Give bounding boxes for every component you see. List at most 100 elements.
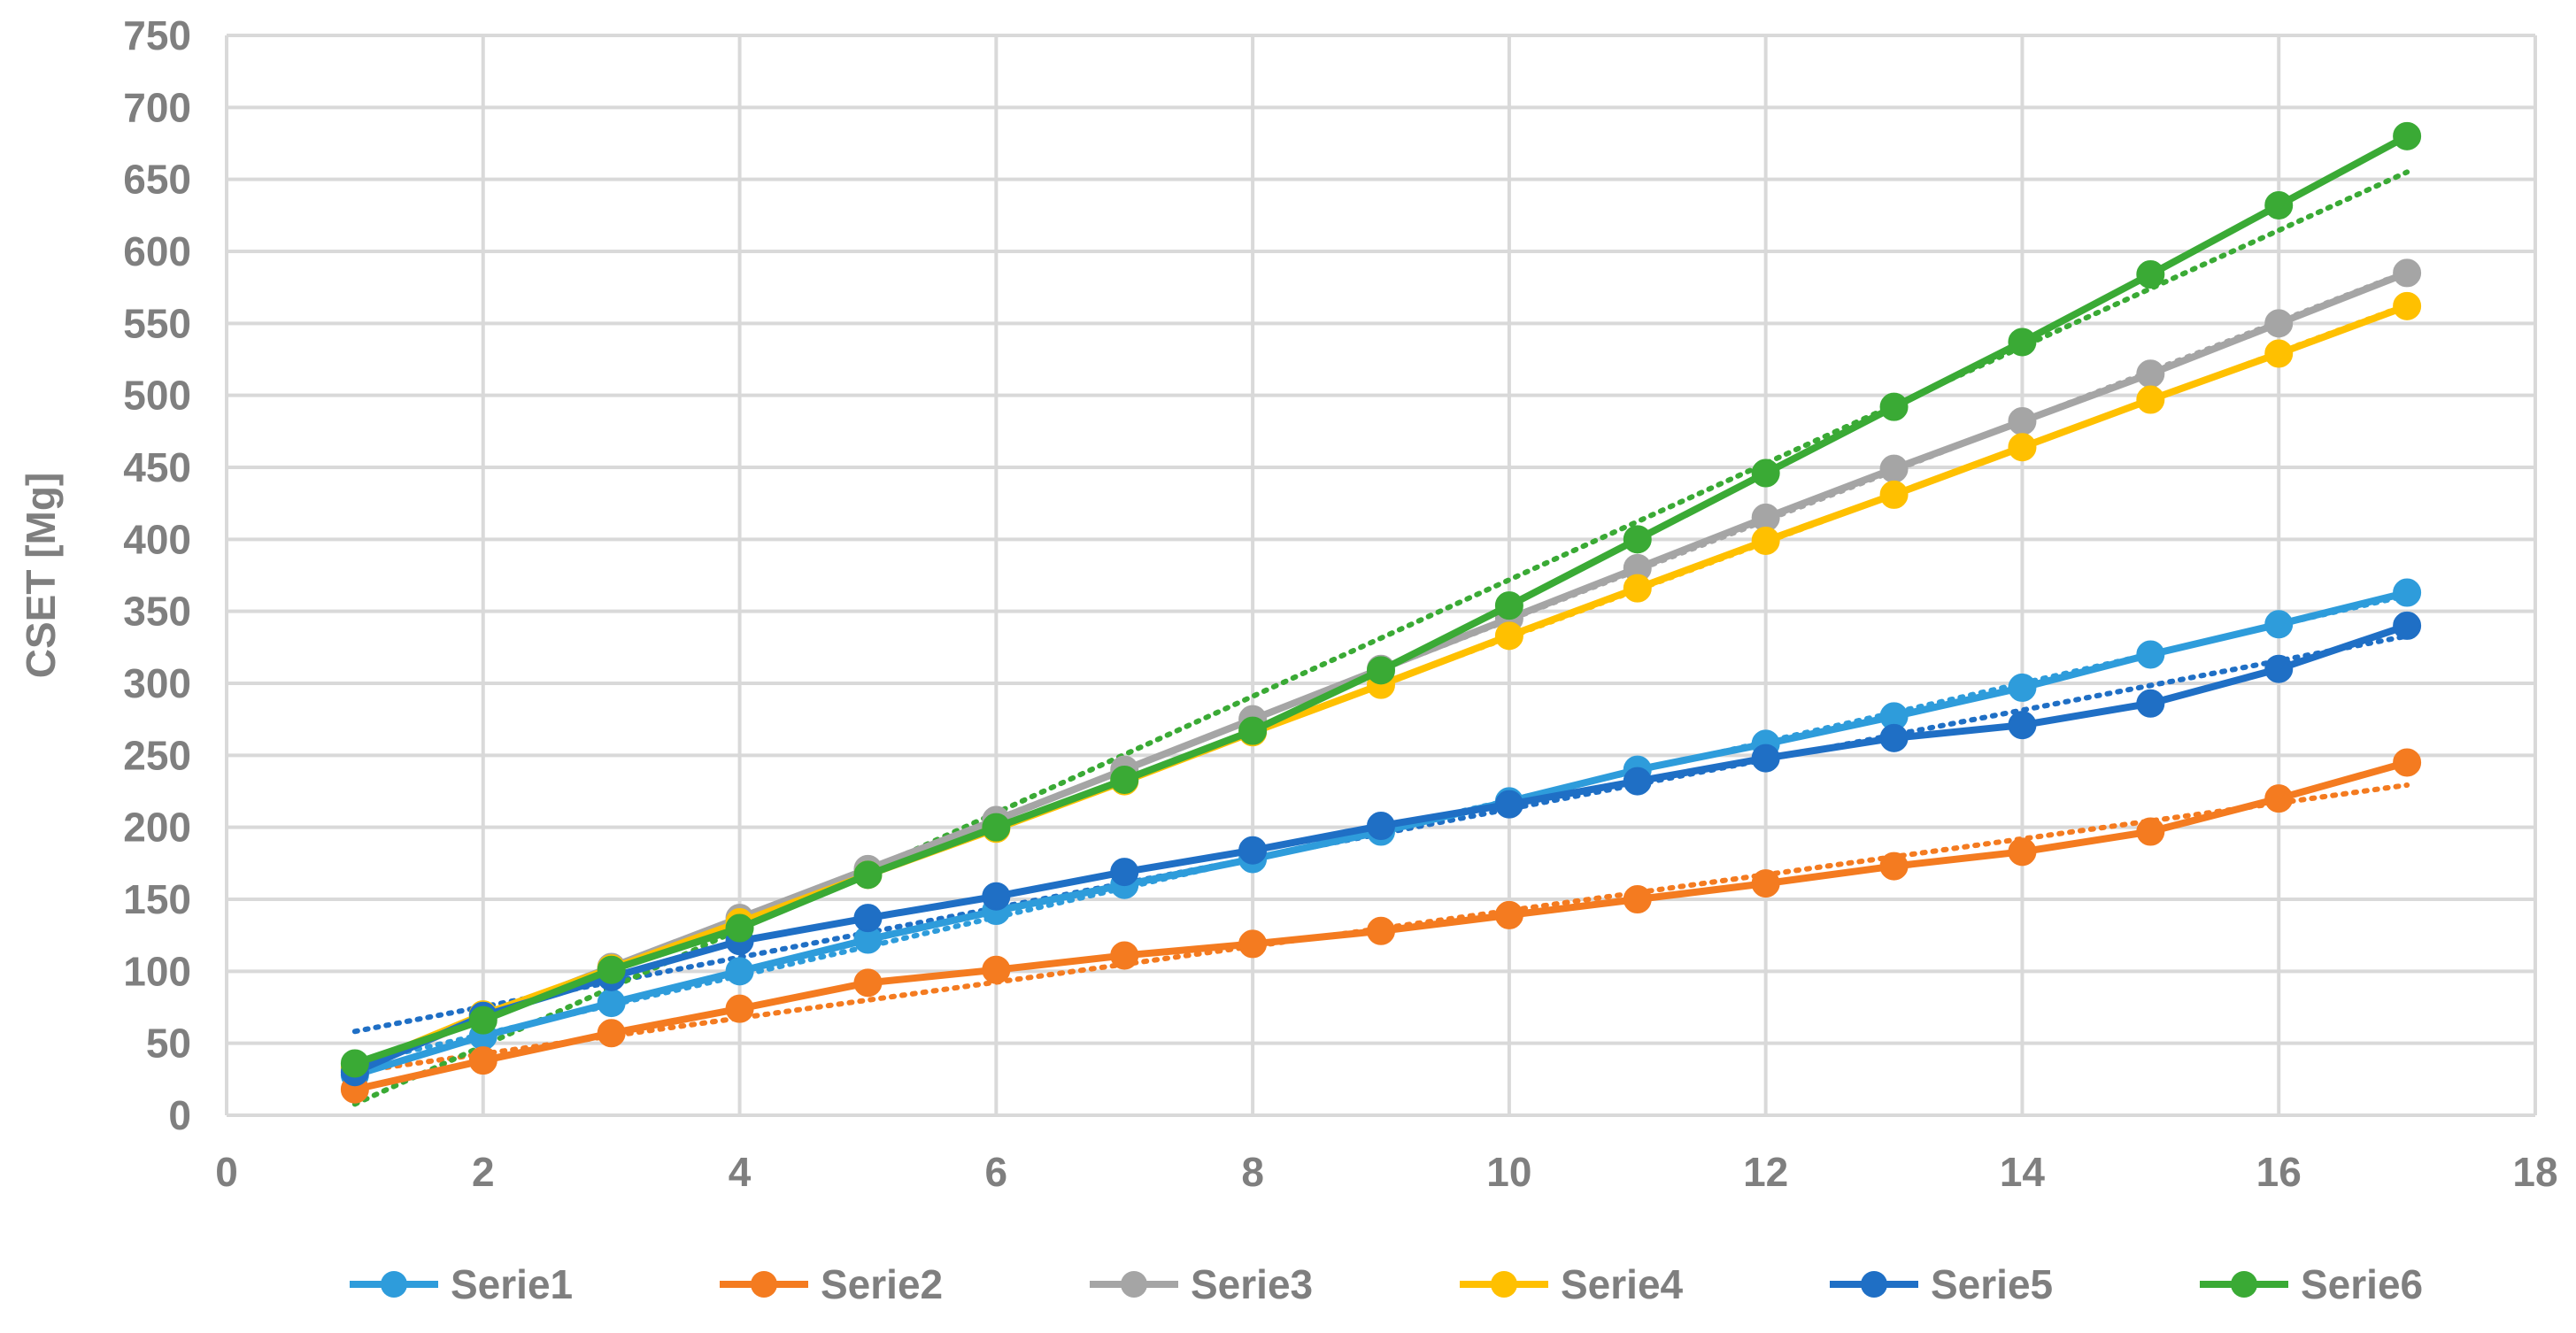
y-tick-label: 650 — [123, 157, 191, 203]
data-point — [1110, 941, 1139, 970]
x-tick-label: 12 — [1743, 1149, 1788, 1195]
data-point — [2264, 339, 2294, 368]
axis-layer: 0501001502002503003504004505005506006507… — [18, 12, 2558, 1195]
legend-item-serie1: Serie1 — [350, 1261, 573, 1307]
data-point — [1367, 916, 1395, 945]
data-point — [853, 968, 883, 998]
legend-marker — [751, 1271, 777, 1298]
data-point — [2008, 837, 2037, 867]
data-point — [597, 955, 626, 984]
data-point — [2008, 673, 2037, 702]
data-point — [1623, 767, 1652, 796]
data-point — [2393, 748, 2422, 777]
data-point — [1879, 723, 1909, 752]
data-point — [982, 813, 1011, 842]
legend-label: Serie3 — [1191, 1261, 1313, 1307]
data-point — [2008, 406, 2037, 435]
data-point — [1623, 574, 1652, 603]
data-point — [2008, 327, 2037, 357]
data-point — [2264, 654, 2294, 683]
data-point — [468, 1006, 497, 1035]
data-point — [2136, 359, 2165, 389]
legend-label: Serie6 — [2301, 1261, 2423, 1307]
data-point — [2264, 610, 2294, 639]
y-axis-title: CSET [Mg] — [18, 473, 64, 679]
legend-marker — [2231, 1271, 2257, 1298]
data-point — [2008, 433, 2037, 462]
data-point — [725, 913, 754, 943]
data-point — [2393, 291, 2422, 320]
data-point — [1623, 525, 1652, 554]
y-tick-label: 150 — [123, 876, 191, 922]
data-point — [1879, 392, 1909, 421]
data-point — [2393, 258, 2422, 288]
data-point — [1751, 458, 1780, 488]
data-point — [340, 1049, 369, 1078]
legend: Serie1 Serie2 Serie3 Serie4 Serie5 Serie6 — [350, 1261, 2423, 1307]
y-tick-label: 350 — [123, 589, 191, 635]
data-point — [2264, 309, 2294, 338]
x-tick-label: 8 — [1241, 1149, 1264, 1195]
legend-label: Serie2 — [821, 1261, 943, 1307]
legend-label: Serie4 — [1561, 1261, 1684, 1307]
data-point — [1238, 929, 1268, 959]
x-tick-label: 2 — [472, 1149, 495, 1195]
data-point — [1879, 480, 1909, 509]
legend-item-serie5: Serie5 — [1830, 1261, 2053, 1307]
data-point — [853, 904, 883, 933]
data-point — [1751, 526, 1780, 555]
y-tick-label: 200 — [123, 805, 191, 851]
legend-label: Serie5 — [1931, 1261, 2053, 1307]
data-point — [597, 1019, 626, 1048]
data-point — [2136, 385, 2165, 414]
series-serie6 — [340, 121, 2422, 1078]
y-tick-label: 100 — [123, 948, 191, 994]
x-tick-label: 4 — [729, 1149, 752, 1195]
data-point — [982, 882, 1011, 911]
trendline-serie6 — [351, 169, 2410, 1107]
data-point — [1494, 591, 1523, 620]
data-point — [1367, 656, 1395, 685]
data-point — [2393, 611, 2422, 640]
data-point — [725, 994, 754, 1023]
x-tick-label: 0 — [215, 1149, 238, 1195]
data-point — [1494, 621, 1523, 651]
data-point — [2008, 711, 2037, 740]
data-point — [1494, 900, 1523, 929]
legend-marker — [1491, 1271, 1517, 1298]
data-point — [725, 957, 754, 986]
y-tick-label: 450 — [123, 444, 191, 490]
data-point — [1879, 851, 1909, 881]
y-tick-label: 600 — [123, 228, 191, 274]
x-tick-label: 14 — [2000, 1149, 2046, 1195]
data-point — [1110, 765, 1139, 794]
x-tick-label: 10 — [1486, 1149, 1531, 1195]
y-tick-label: 50 — [146, 1021, 191, 1067]
data-point — [2136, 260, 2165, 289]
series-serie2 — [340, 748, 2422, 1104]
data-point — [2393, 578, 2422, 607]
data-point — [468, 1046, 497, 1075]
x-tick-label: 18 — [2512, 1149, 2557, 1195]
legend-item-serie6: Serie6 — [2200, 1261, 2423, 1307]
data-point — [1367, 812, 1395, 841]
legend-marker — [381, 1271, 407, 1298]
data-point — [1494, 790, 1523, 819]
data-point — [982, 955, 1011, 984]
data-point — [1751, 869, 1780, 898]
legend-marker — [1861, 1271, 1887, 1298]
grid-layer — [225, 34, 2537, 1117]
legend-item-serie2: Serie2 — [720, 1261, 943, 1307]
data-point — [2136, 640, 2165, 669]
y-tick-label: 300 — [123, 660, 191, 706]
data-point — [853, 860, 883, 890]
data-point — [1110, 858, 1139, 887]
x-tick-label: 16 — [2256, 1149, 2302, 1195]
data-point — [1751, 744, 1780, 773]
y-tick-label: 400 — [123, 516, 191, 562]
data-point — [597, 989, 626, 1018]
data-point — [1238, 716, 1268, 745]
data-point — [1879, 454, 1909, 483]
y-tick-label: 700 — [123, 84, 191, 130]
legend-marker — [1121, 1271, 1147, 1298]
